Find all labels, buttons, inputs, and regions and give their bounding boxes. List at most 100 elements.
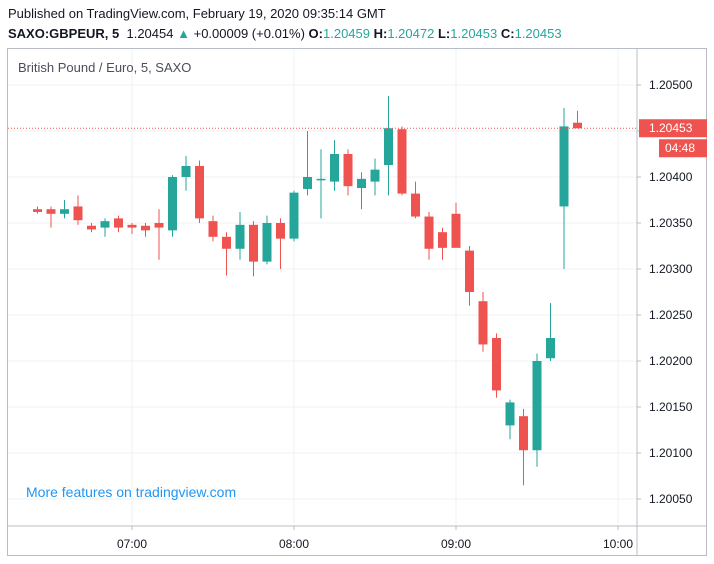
- candle-down: [573, 110, 582, 129]
- candle-up: [235, 211, 245, 260]
- price-badges: 1.20453 04:48: [639, 119, 707, 158]
- candle-body: [46, 209, 56, 214]
- candle-body: [87, 225, 96, 230]
- candle-body: [181, 165, 191, 177]
- close-value: 1.20453: [514, 26, 562, 41]
- candle-body: [559, 126, 569, 207]
- candle-body: [235, 224, 245, 249]
- y-tick-label: 1.20150: [649, 400, 693, 414]
- candle-down: [33, 206, 42, 214]
- candle-body: [519, 416, 528, 451]
- y-tick-label: 1.20200: [649, 354, 693, 368]
- candle-down: [411, 181, 420, 219]
- candle-down: [438, 227, 447, 260]
- candle-body: [330, 154, 339, 182]
- countdown-badge: [659, 139, 707, 158]
- candle-body: [316, 178, 326, 181]
- last-price-badge-text: 1.20453: [649, 121, 693, 135]
- candle-up: [546, 303, 555, 361]
- price-change: +0.00009 (+0.01%): [193, 26, 305, 41]
- chart-frame: [7, 48, 707, 556]
- candle-up: [330, 140, 339, 191]
- candle-body: [208, 221, 218, 237]
- x-tick-label: 10:00: [603, 537, 633, 551]
- candle-down: [127, 223, 137, 235]
- y-tick-label: 1.20050: [649, 492, 693, 506]
- up-arrow-icon: ▲: [177, 26, 190, 41]
- candle-body: [397, 129, 407, 194]
- countdown-badge-text: 04:48: [665, 141, 695, 155]
- y-tick-label: 1.20350: [649, 216, 693, 230]
- candle-down: [87, 223, 96, 233]
- candle-up: [316, 149, 326, 219]
- candle-up: [262, 215, 272, 265]
- candle-down: [492, 333, 501, 398]
- low-label: L:: [437, 26, 451, 41]
- candle-body: [424, 216, 434, 249]
- ohlc-legend: SAXO:GBPEUR, 5 1.20454 ▲ +0.00009 (+0.01…: [8, 26, 562, 41]
- candle-body: [60, 209, 69, 214]
- low-value: 1.20453: [450, 26, 498, 41]
- candle-body: [141, 225, 150, 231]
- candle-up: [303, 131, 312, 196]
- candle-down: [222, 232, 231, 276]
- open-value: 1.20459: [323, 26, 370, 41]
- candle-down: [343, 149, 353, 196]
- candle-body: [114, 218, 123, 228]
- candle-up: [370, 158, 380, 196]
- candle-body: [478, 301, 488, 345]
- candle-body: [451, 213, 461, 248]
- candle-down: [154, 209, 164, 260]
- grid-lines: [8, 49, 637, 526]
- candle-up: [559, 108, 569, 269]
- published-line: Published on TradingView.com, February 1…: [8, 6, 386, 21]
- candle-body: [249, 224, 258, 262]
- candle-body: [276, 223, 285, 239]
- published-text: Published on TradingView.com, February 1…: [8, 6, 386, 21]
- candle-body: [33, 209, 42, 212]
- candle-down: [424, 211, 434, 260]
- candle-body: [168, 177, 177, 231]
- candle-body: [573, 122, 582, 129]
- candle-up: [532, 353, 542, 467]
- axes: 1.20050 1.20100 1.20150 1.20200 1.20250 1.203…: [8, 49, 706, 555]
- candle-down: [73, 195, 83, 225]
- candle-down: [195, 160, 204, 223]
- more-features-link[interactable]: More features on tradingview.com: [26, 484, 237, 500]
- candle-down: [519, 408, 528, 486]
- candle-body: [357, 178, 366, 189]
- candle-body: [100, 221, 110, 228]
- open-label: O:: [308, 26, 323, 41]
- y-tick-label: 1.20250: [649, 308, 693, 322]
- candle-body: [343, 154, 353, 187]
- candle-body: [384, 128, 393, 166]
- x-tick-label: 07:00: [117, 537, 147, 551]
- candle-up: [168, 175, 177, 237]
- candle-down: [46, 206, 56, 228]
- candle-down: [114, 215, 123, 233]
- candle-up: [384, 96, 393, 196]
- candle-body: [438, 232, 447, 248]
- y-tick-label: 1.20300: [649, 262, 693, 276]
- candle-down: [451, 202, 461, 248]
- x-tick-label: 08:00: [279, 537, 309, 551]
- candle-down: [276, 218, 285, 269]
- high-label: H:: [373, 26, 388, 41]
- candle-up: [357, 172, 366, 210]
- candle-body: [465, 250, 474, 292]
- high-value: 1.20472: [387, 26, 435, 41]
- candle-body: [289, 192, 299, 239]
- candle-down: [465, 246, 474, 306]
- y-tick-label: 1.20500: [649, 78, 693, 92]
- y-tick-label: 1.20100: [649, 446, 693, 460]
- last-price-badge: [639, 119, 707, 138]
- candle-up: [505, 399, 515, 440]
- candle-up: [100, 218, 110, 237]
- x-tick-label: 09:00: [441, 537, 471, 551]
- chart-title: British Pound / Euro, 5, SAXO: [18, 60, 192, 75]
- candle-body: [127, 224, 137, 228]
- last-price: 1.20454: [126, 26, 174, 41]
- candle-down: [249, 221, 258, 277]
- candle-up: [181, 155, 191, 191]
